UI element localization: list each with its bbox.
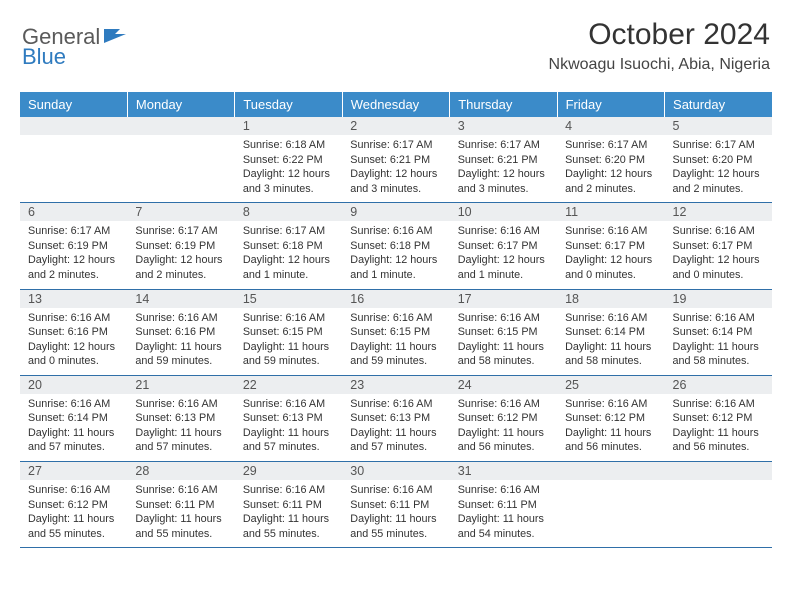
day-number: 26	[665, 375, 772, 394]
weekday-header: Wednesday	[342, 92, 449, 117]
daynum-row: 13141516171819	[20, 289, 772, 308]
day-number	[665, 462, 772, 481]
day-detail: Sunrise: 6:17 AMSunset: 6:20 PMDaylight:…	[557, 135, 664, 203]
day-number: 25	[557, 375, 664, 394]
day-detail: Sunrise: 6:16 AMSunset: 6:18 PMDaylight:…	[342, 221, 449, 289]
weekday-header-row: Sunday Monday Tuesday Wednesday Thursday…	[20, 92, 772, 117]
month-title: October 2024	[549, 18, 770, 52]
location-text: Nkwoagu Isuochi, Abia, Nigeria	[549, 56, 770, 74]
page-header: General October 2024 Nkwoagu Isuochi, Ab…	[0, 0, 792, 82]
day-detail: Sunrise: 6:16 AMSunset: 6:13 PMDaylight:…	[127, 394, 234, 462]
day-detail: Sunrise: 6:16 AMSunset: 6:17 PMDaylight:…	[450, 221, 557, 289]
day-number: 20	[20, 375, 127, 394]
day-number: 2	[342, 117, 449, 135]
day-detail	[127, 135, 234, 203]
day-detail: Sunrise: 6:16 AMSunset: 6:16 PMDaylight:…	[20, 308, 127, 376]
day-number: 1	[235, 117, 342, 135]
day-number: 10	[450, 203, 557, 222]
day-detail: Sunrise: 6:17 AMSunset: 6:20 PMDaylight:…	[665, 135, 772, 203]
detail-row: Sunrise: 6:16 AMSunset: 6:16 PMDaylight:…	[20, 308, 772, 376]
day-detail: Sunrise: 6:17 AMSunset: 6:21 PMDaylight:…	[450, 135, 557, 203]
day-detail	[20, 135, 127, 203]
day-detail: Sunrise: 6:17 AMSunset: 6:18 PMDaylight:…	[235, 221, 342, 289]
weekday-header: Monday	[127, 92, 234, 117]
weekday-header: Friday	[557, 92, 664, 117]
day-number: 3	[450, 117, 557, 135]
day-detail: Sunrise: 6:17 AMSunset: 6:19 PMDaylight:…	[127, 221, 234, 289]
day-detail: Sunrise: 6:17 AMSunset: 6:21 PMDaylight:…	[342, 135, 449, 203]
day-number: 27	[20, 462, 127, 481]
calendar-table: Sunday Monday Tuesday Wednesday Thursday…	[20, 92, 772, 548]
day-detail: Sunrise: 6:16 AMSunset: 6:14 PMDaylight:…	[20, 394, 127, 462]
day-detail: Sunrise: 6:16 AMSunset: 6:11 PMDaylight:…	[342, 480, 449, 548]
day-number: 12	[665, 203, 772, 222]
day-number: 5	[665, 117, 772, 135]
title-area: October 2024 Nkwoagu Isuochi, Abia, Nige…	[549, 18, 770, 74]
day-number: 7	[127, 203, 234, 222]
day-detail: Sunrise: 6:16 AMSunset: 6:14 PMDaylight:…	[665, 308, 772, 376]
day-detail: Sunrise: 6:16 AMSunset: 6:12 PMDaylight:…	[665, 394, 772, 462]
day-detail: Sunrise: 6:16 AMSunset: 6:15 PMDaylight:…	[450, 308, 557, 376]
detail-row: Sunrise: 6:16 AMSunset: 6:12 PMDaylight:…	[20, 480, 772, 548]
day-number: 6	[20, 203, 127, 222]
day-number: 21	[127, 375, 234, 394]
day-number: 9	[342, 203, 449, 222]
day-detail: Sunrise: 6:16 AMSunset: 6:12 PMDaylight:…	[20, 480, 127, 548]
day-number: 19	[665, 289, 772, 308]
daynum-row: 6789101112	[20, 203, 772, 222]
day-detail: Sunrise: 6:16 AMSunset: 6:17 PMDaylight:…	[665, 221, 772, 289]
day-detail: Sunrise: 6:16 AMSunset: 6:12 PMDaylight:…	[557, 394, 664, 462]
day-detail: Sunrise: 6:16 AMSunset: 6:11 PMDaylight:…	[235, 480, 342, 548]
weekday-header: Tuesday	[235, 92, 342, 117]
day-number: 29	[235, 462, 342, 481]
day-detail: Sunrise: 6:16 AMSunset: 6:15 PMDaylight:…	[235, 308, 342, 376]
day-number: 31	[450, 462, 557, 481]
day-number	[20, 117, 127, 135]
day-detail: Sunrise: 6:16 AMSunset: 6:12 PMDaylight:…	[450, 394, 557, 462]
flag-icon	[104, 27, 126, 48]
day-detail: Sunrise: 6:18 AMSunset: 6:22 PMDaylight:…	[235, 135, 342, 203]
day-number: 16	[342, 289, 449, 308]
day-detail	[665, 480, 772, 548]
daynum-row: 12345	[20, 117, 772, 135]
day-number	[127, 117, 234, 135]
day-detail: Sunrise: 6:16 AMSunset: 6:13 PMDaylight:…	[342, 394, 449, 462]
brand-part2: Blue	[22, 44, 66, 70]
day-detail: Sunrise: 6:16 AMSunset: 6:11 PMDaylight:…	[450, 480, 557, 548]
detail-row: Sunrise: 6:18 AMSunset: 6:22 PMDaylight:…	[20, 135, 772, 203]
day-number: 17	[450, 289, 557, 308]
day-number: 4	[557, 117, 664, 135]
weekday-header: Sunday	[20, 92, 127, 117]
weekday-header: Saturday	[665, 92, 772, 117]
day-number: 8	[235, 203, 342, 222]
day-detail	[557, 480, 664, 548]
weekday-header: Thursday	[450, 92, 557, 117]
day-detail: Sunrise: 6:16 AMSunset: 6:17 PMDaylight:…	[557, 221, 664, 289]
daynum-row: 20212223242526	[20, 375, 772, 394]
day-detail: Sunrise: 6:16 AMSunset: 6:16 PMDaylight:…	[127, 308, 234, 376]
day-number: 23	[342, 375, 449, 394]
day-detail: Sunrise: 6:17 AMSunset: 6:19 PMDaylight:…	[20, 221, 127, 289]
day-detail: Sunrise: 6:16 AMSunset: 6:11 PMDaylight:…	[127, 480, 234, 548]
daynum-row: 2728293031	[20, 462, 772, 481]
day-detail: Sunrise: 6:16 AMSunset: 6:15 PMDaylight:…	[342, 308, 449, 376]
day-number: 11	[557, 203, 664, 222]
detail-row: Sunrise: 6:17 AMSunset: 6:19 PMDaylight:…	[20, 221, 772, 289]
day-detail: Sunrise: 6:16 AMSunset: 6:13 PMDaylight:…	[235, 394, 342, 462]
detail-row: Sunrise: 6:16 AMSunset: 6:14 PMDaylight:…	[20, 394, 772, 462]
day-number: 22	[235, 375, 342, 394]
day-number	[557, 462, 664, 481]
day-number: 13	[20, 289, 127, 308]
day-number: 14	[127, 289, 234, 308]
day-number: 24	[450, 375, 557, 394]
day-number: 30	[342, 462, 449, 481]
day-number: 15	[235, 289, 342, 308]
day-number: 28	[127, 462, 234, 481]
day-detail: Sunrise: 6:16 AMSunset: 6:14 PMDaylight:…	[557, 308, 664, 376]
day-number: 18	[557, 289, 664, 308]
